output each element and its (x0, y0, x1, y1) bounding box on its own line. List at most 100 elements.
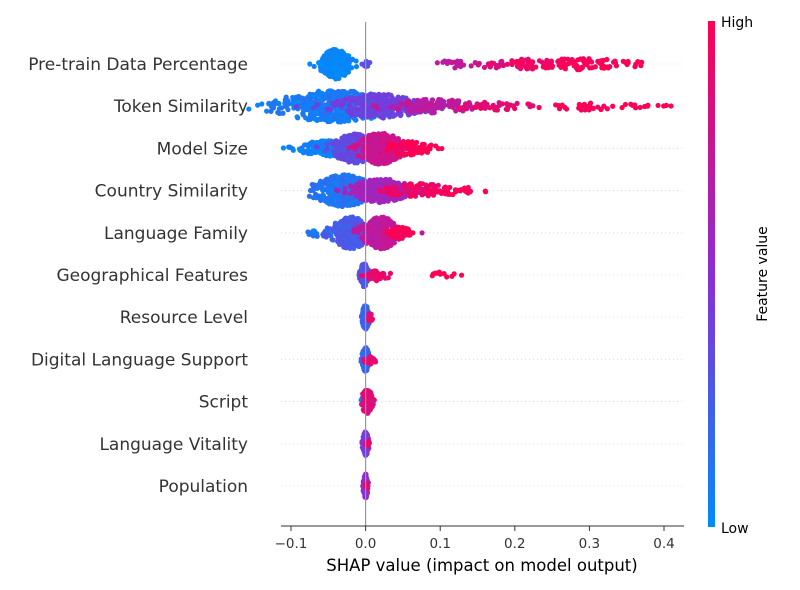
shap-point (496, 102, 503, 108)
shap-point (632, 102, 638, 108)
feature-label: Language Family (104, 224, 248, 244)
shap-point (268, 108, 274, 115)
shap-point (419, 106, 425, 112)
shap-point (367, 224, 373, 230)
shap-point (339, 141, 345, 147)
shap-point (412, 144, 418, 150)
shap-point (380, 132, 386, 138)
shap-point (447, 101, 453, 107)
shap-point (372, 111, 379, 117)
shap-point (408, 148, 414, 155)
shap-point (370, 398, 376, 405)
shap-point (365, 441, 372, 448)
shap-point (382, 92, 389, 98)
shap-point (362, 431, 368, 437)
shap-point (278, 105, 285, 111)
shap-point (642, 103, 648, 110)
shap-point (359, 108, 365, 114)
shap-point (311, 228, 317, 234)
shap-point (335, 119, 341, 125)
shap-point (582, 60, 588, 66)
shap-point (367, 353, 373, 360)
shap-point (354, 106, 360, 112)
shap-point (366, 136, 373, 142)
shap-point (353, 64, 360, 70)
shap-point (338, 240, 344, 246)
shap-point (353, 216, 359, 222)
feature-row-points (280, 130, 445, 167)
shap-point (306, 193, 313, 199)
shap-point (342, 190, 348, 196)
shap-point (473, 104, 479, 110)
x-axis-ticks: −0.1 0.0 0.1 0.2 0.3 0.4 (275, 526, 675, 552)
shap-point (395, 106, 401, 112)
shap-point (386, 159, 393, 165)
shap-point (393, 190, 399, 196)
shap-point (386, 232, 393, 239)
shap-point (415, 106, 421, 112)
shap-point (378, 98, 384, 105)
shap-point (307, 96, 313, 102)
feature-label: Language Vitality (99, 435, 248, 455)
shap-point (368, 404, 374, 410)
shap-point (371, 138, 377, 144)
shap-point (340, 55, 346, 61)
shap-point (369, 317, 375, 323)
feature-label: Model Size (157, 139, 248, 159)
shap-point (437, 100, 443, 106)
shap-point (307, 187, 314, 194)
shap-point (338, 101, 344, 108)
shap-point (339, 223, 345, 229)
shap-point (368, 188, 374, 194)
shap-point (384, 100, 391, 106)
shap-point (345, 155, 351, 161)
shap-point (307, 61, 313, 67)
shap-point (326, 56, 332, 62)
shap-point (371, 177, 377, 183)
shap-point (360, 155, 366, 161)
shap-point (308, 150, 314, 157)
shap-point (362, 494, 368, 500)
feature-row-points (246, 88, 674, 125)
x-tick-label: 0.4 (653, 536, 674, 552)
shap-point (451, 271, 457, 277)
shap-point (338, 230, 344, 236)
shap-point (335, 187, 341, 194)
shap-point (577, 102, 583, 108)
shap-point (371, 91, 377, 98)
shap-point (377, 187, 383, 194)
shap-point (595, 104, 601, 110)
shap-point (360, 102, 366, 108)
shap-point (536, 104, 542, 111)
shap-point (580, 56, 586, 62)
shap-point (419, 230, 425, 236)
shap-point (378, 159, 385, 166)
shap-point (426, 143, 433, 149)
shap-point (559, 102, 565, 108)
shap-point (385, 244, 391, 250)
shap-point (533, 64, 539, 70)
shap-point (331, 56, 337, 62)
shap-point (382, 189, 388, 195)
shap-point (468, 63, 474, 69)
shap-point (285, 98, 291, 104)
shap-point (368, 146, 374, 152)
shap-point (449, 59, 455, 66)
shap-point (545, 61, 551, 67)
feature-gridlines (281, 63, 684, 487)
shap-point (379, 234, 385, 240)
shap-point (625, 58, 631, 65)
shap-point (329, 177, 335, 183)
shap-point (440, 59, 446, 65)
shap-point (322, 148, 328, 154)
x-tick-label: 0.2 (504, 536, 525, 552)
shap-point (412, 102, 418, 108)
shap-point (525, 101, 531, 107)
shap-point (358, 180, 365, 186)
shap-point (635, 59, 641, 65)
shap-point (442, 189, 448, 195)
x-tick-label: −0.1 (275, 536, 308, 552)
shap-point (404, 139, 411, 145)
shap-point (465, 190, 471, 196)
shap-point (463, 106, 470, 112)
